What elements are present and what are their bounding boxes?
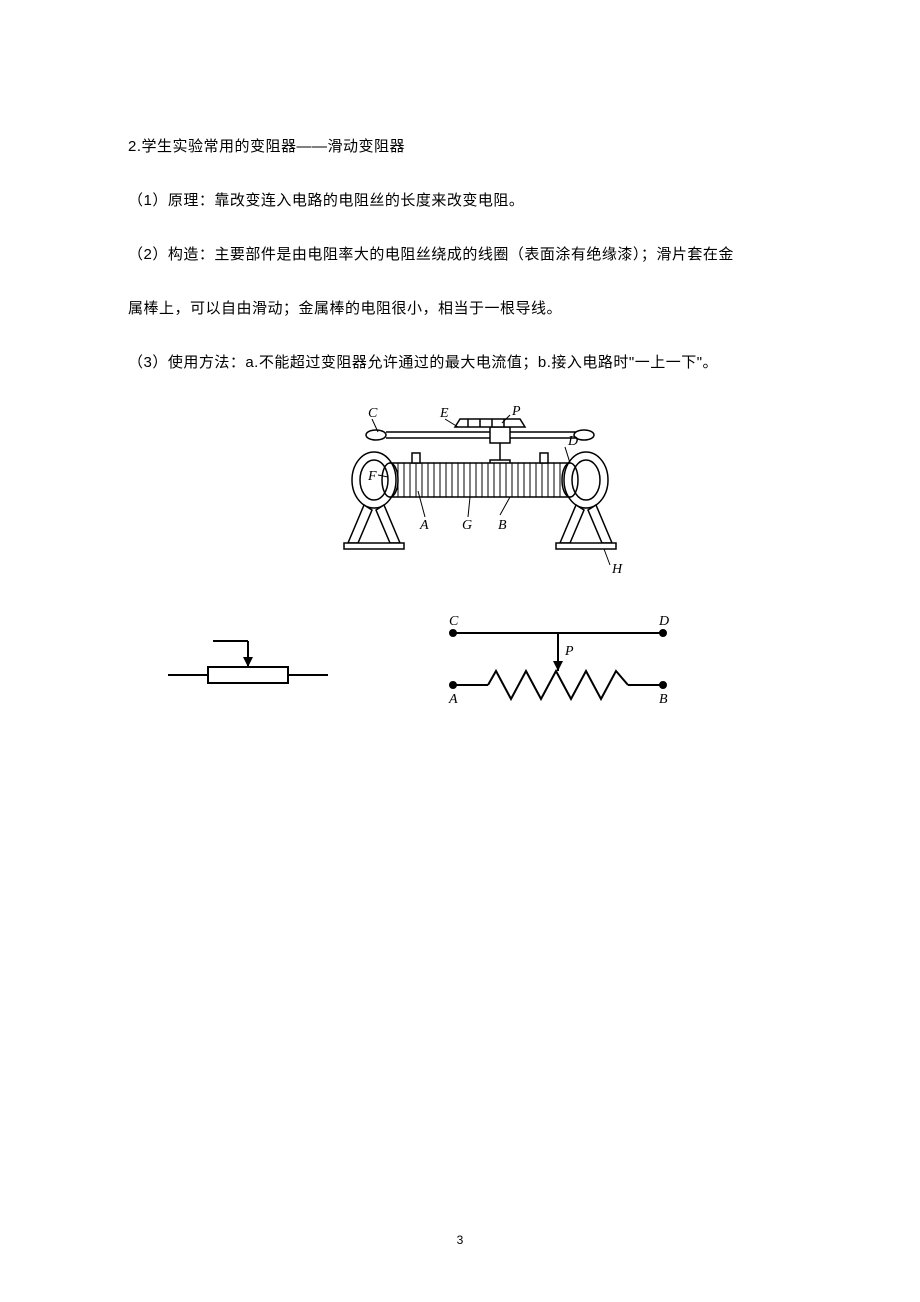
figure-rheostat-symbol-box xyxy=(163,633,333,698)
label-F: F xyxy=(367,469,377,484)
figure-rheostat-schematic: C D P A B xyxy=(433,613,683,718)
label-P2: P xyxy=(564,644,574,659)
label-D: D xyxy=(567,434,578,449)
label-G: G xyxy=(462,518,472,533)
text-line-1: 2.学生实验常用的变阻器——滑动变阻器 xyxy=(128,135,792,159)
label-E: E xyxy=(439,406,449,421)
figure-row: C D P A B xyxy=(128,613,792,718)
text-line-5: （3）使用方法：a.不能超过变阻器允许通过的最大电流值；b.接入电路时"一上一下… xyxy=(128,351,792,375)
page: 2.学生实验常用的变阻器——滑动变阻器 （1）原理：靠改变连入电路的电阻丝的长度… xyxy=(0,0,920,1302)
figure-rheostat-apparatus: C E P D F A G B H xyxy=(178,405,792,585)
label-B: B xyxy=(498,518,507,533)
label-A: A xyxy=(419,518,429,533)
label-D2: D xyxy=(658,614,669,629)
text-line-4: 属棒上，可以自由滑动；金属棒的电阻很小，相当于一根导线。 xyxy=(128,297,792,321)
page-number: 3 xyxy=(0,1233,920,1247)
text-line-3: （2）构造：主要部件是由电阻率大的电阻丝绕成的线圈（表面涂有绝缘漆）；滑片套在金 xyxy=(128,243,792,267)
label-P: P xyxy=(511,405,521,419)
text-line-2: （1）原理：靠改变连入电路的电阻丝的长度来改变电阻。 xyxy=(128,189,792,213)
label-C: C xyxy=(368,406,378,421)
label-H: H xyxy=(611,562,623,577)
label-C2: C xyxy=(449,614,459,629)
label-B2: B xyxy=(659,692,668,707)
label-A2: A xyxy=(448,692,458,707)
